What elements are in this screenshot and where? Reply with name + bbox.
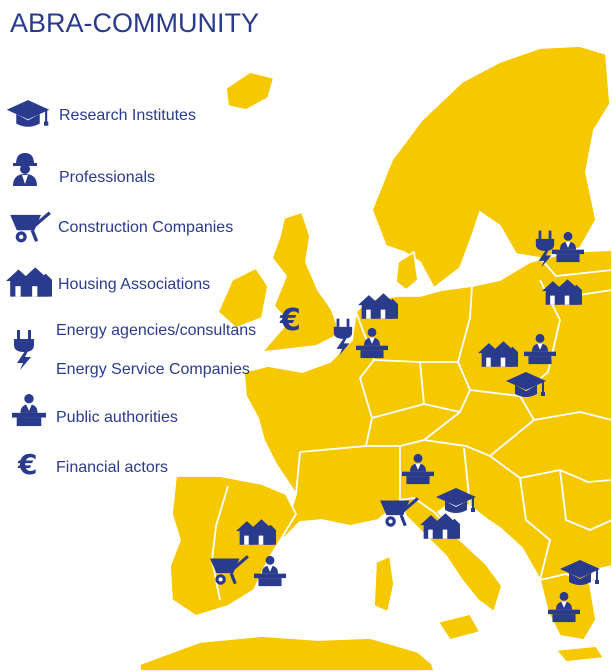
legend-label-construction: Construction Companies — [58, 219, 233, 237]
houses-icon — [6, 266, 52, 298]
crete — [556, 646, 604, 662]
wheelbarrow-icon — [8, 210, 52, 244]
legend-label-housing: Housing Associations — [58, 276, 210, 294]
euro-icon: € — [279, 303, 301, 338]
worker-helmet-icon — [10, 150, 40, 186]
energy-plug-icon — [12, 330, 36, 370]
legend-label-financial: Financial actors — [56, 459, 168, 477]
legend-label-professionals: Professionals — [59, 169, 155, 187]
page-title: ABRA-COMMUNITY — [10, 8, 259, 39]
graduation-cap-icon — [6, 98, 50, 130]
legend-label-energy-service: Energy Service Companies — [56, 361, 250, 379]
speaker-podium-icon — [12, 392, 46, 428]
legend-label-energy-agencies: Energy agencies/consultans — [56, 322, 256, 340]
legend-label-research: Research Institutes — [59, 107, 196, 125]
euro-icon: € — [18, 448, 37, 481]
legend-label-public: Public authorities — [56, 409, 178, 427]
